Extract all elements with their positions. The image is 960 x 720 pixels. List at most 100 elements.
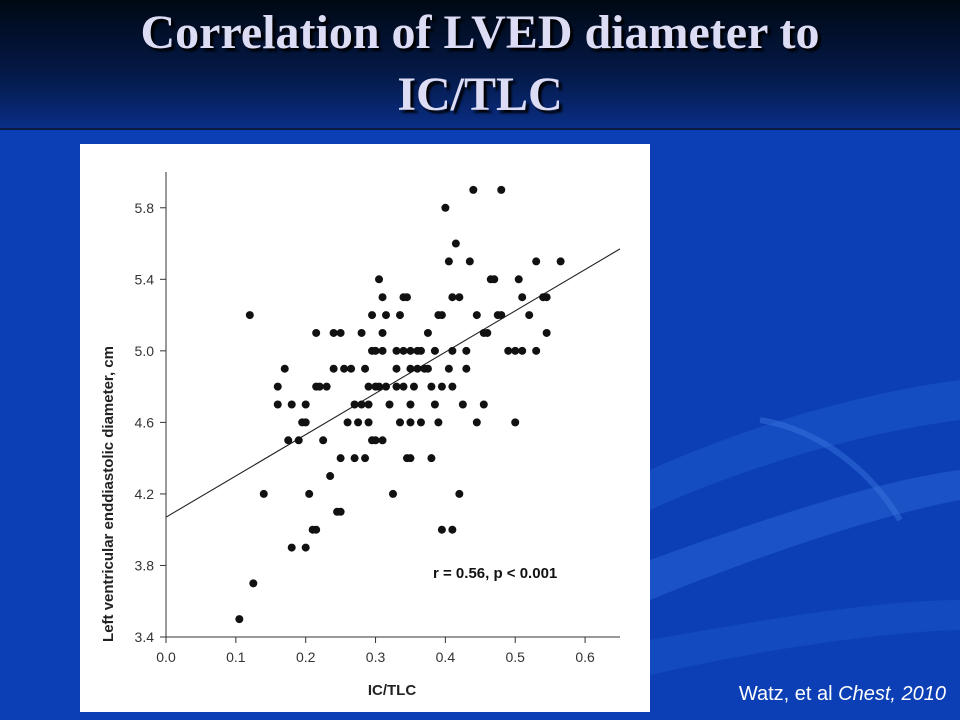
y-tick-label: 5.4 — [135, 271, 155, 287]
data-point — [423, 364, 432, 373]
data-point — [301, 400, 310, 409]
data-point — [392, 346, 401, 355]
data-point — [532, 346, 541, 355]
data-point — [511, 346, 520, 355]
data-point — [343, 418, 352, 427]
data-point — [340, 364, 349, 373]
y-tick-label: 4.2 — [135, 486, 155, 502]
data-point — [329, 328, 338, 337]
data-point — [287, 400, 296, 409]
data-point — [273, 400, 282, 409]
data-point — [542, 293, 551, 302]
x-tick-label: 0.4 — [436, 649, 456, 665]
data-point — [392, 382, 401, 391]
scatter-chart: 0.0 0.1 0.2 0.3 0.4 0.5 0.6 3.4 3.8 4.2 4.6 5.0 5.4 5… — [100, 172, 621, 699]
data-point — [319, 436, 328, 445]
data-point — [483, 328, 492, 337]
data-point — [416, 418, 425, 427]
data-point — [385, 400, 394, 409]
data-point — [249, 579, 258, 588]
data-point — [364, 382, 373, 391]
title-line-1: Correlation of LVED diameter to — [140, 6, 820, 59]
data-point — [469, 185, 478, 194]
y-axis-label: Left ventricular enddiastolic diameter, … — [100, 346, 117, 642]
data-point — [305, 489, 314, 498]
data-point — [406, 418, 415, 427]
data-point — [235, 615, 244, 624]
data-point — [378, 436, 387, 445]
data-point — [273, 382, 282, 391]
data-point — [406, 346, 415, 355]
data-point — [542, 328, 551, 337]
data-point — [462, 346, 471, 355]
data-point — [364, 418, 373, 427]
data-point — [395, 418, 404, 427]
regression-line — [165, 248, 621, 518]
citation: Watz, et al Chest, 2010 — [739, 683, 946, 706]
data-point — [490, 275, 499, 284]
x-tick-label: 0.3 — [366, 649, 386, 665]
data-point — [448, 382, 457, 391]
data-point — [423, 328, 432, 337]
data-point — [312, 525, 321, 534]
data-point — [284, 436, 293, 445]
correlation-annotation: r = 0.56, p < 0.001 — [433, 565, 557, 582]
data-point — [368, 311, 377, 320]
data-point — [371, 436, 380, 445]
data-point — [399, 346, 408, 355]
data-point — [532, 257, 541, 266]
data-points — [235, 185, 565, 624]
data-point — [518, 346, 527, 355]
data-point — [301, 543, 310, 552]
data-point — [409, 382, 418, 391]
data-point — [472, 311, 481, 320]
x-tick-label: 0.5 — [505, 649, 525, 665]
slide-header — [0, 0, 960, 128]
data-point — [392, 364, 401, 373]
data-point — [280, 364, 289, 373]
data-point — [514, 275, 523, 284]
data-point — [437, 311, 446, 320]
data-point — [427, 454, 436, 463]
data-point — [402, 293, 411, 302]
data-point — [406, 454, 415, 463]
data-point — [287, 543, 296, 552]
data-point — [448, 346, 457, 355]
data-point — [458, 400, 467, 409]
data-point — [371, 346, 380, 355]
data-point — [245, 311, 254, 320]
regression-line-group — [165, 248, 621, 518]
y-tick-label: 3.4 — [135, 629, 155, 645]
chart-axes: 0.0 0.1 0.2 0.3 0.4 0.5 0.6 3.4 3.8 4.2 4.6 5.0 5.4 5… — [135, 172, 620, 665]
data-point — [259, 489, 268, 498]
data-point — [416, 346, 425, 355]
data-point — [375, 382, 384, 391]
data-point — [315, 382, 324, 391]
y-tick-label: 3.8 — [135, 557, 155, 573]
data-point — [378, 293, 387, 302]
data-point — [497, 185, 506, 194]
data-point — [406, 364, 415, 373]
data-point — [434, 418, 443, 427]
data-point — [504, 346, 513, 355]
data-point — [375, 275, 384, 284]
data-point — [472, 418, 481, 427]
data-point — [378, 328, 387, 337]
data-point — [364, 400, 373, 409]
data-point — [430, 346, 439, 355]
x-tick-label: 0.2 — [296, 649, 316, 665]
chart-panel: 0.0 0.1 0.2 0.3 0.4 0.5 0.6 3.4 3.8 4.2 4.6 5.0 5.4 5… — [80, 144, 650, 712]
data-point — [448, 525, 457, 534]
data-point — [525, 311, 534, 320]
data-point — [361, 454, 370, 463]
data-point — [361, 364, 370, 373]
data-point — [479, 400, 488, 409]
data-point — [437, 525, 446, 534]
data-point — [336, 328, 345, 337]
citation-authors: Watz, et al — [738, 683, 833, 705]
data-point — [465, 257, 474, 266]
y-tick-label: 4.6 — [135, 414, 155, 430]
data-point — [326, 472, 335, 481]
data-point — [336, 507, 345, 516]
data-point — [444, 364, 453, 373]
